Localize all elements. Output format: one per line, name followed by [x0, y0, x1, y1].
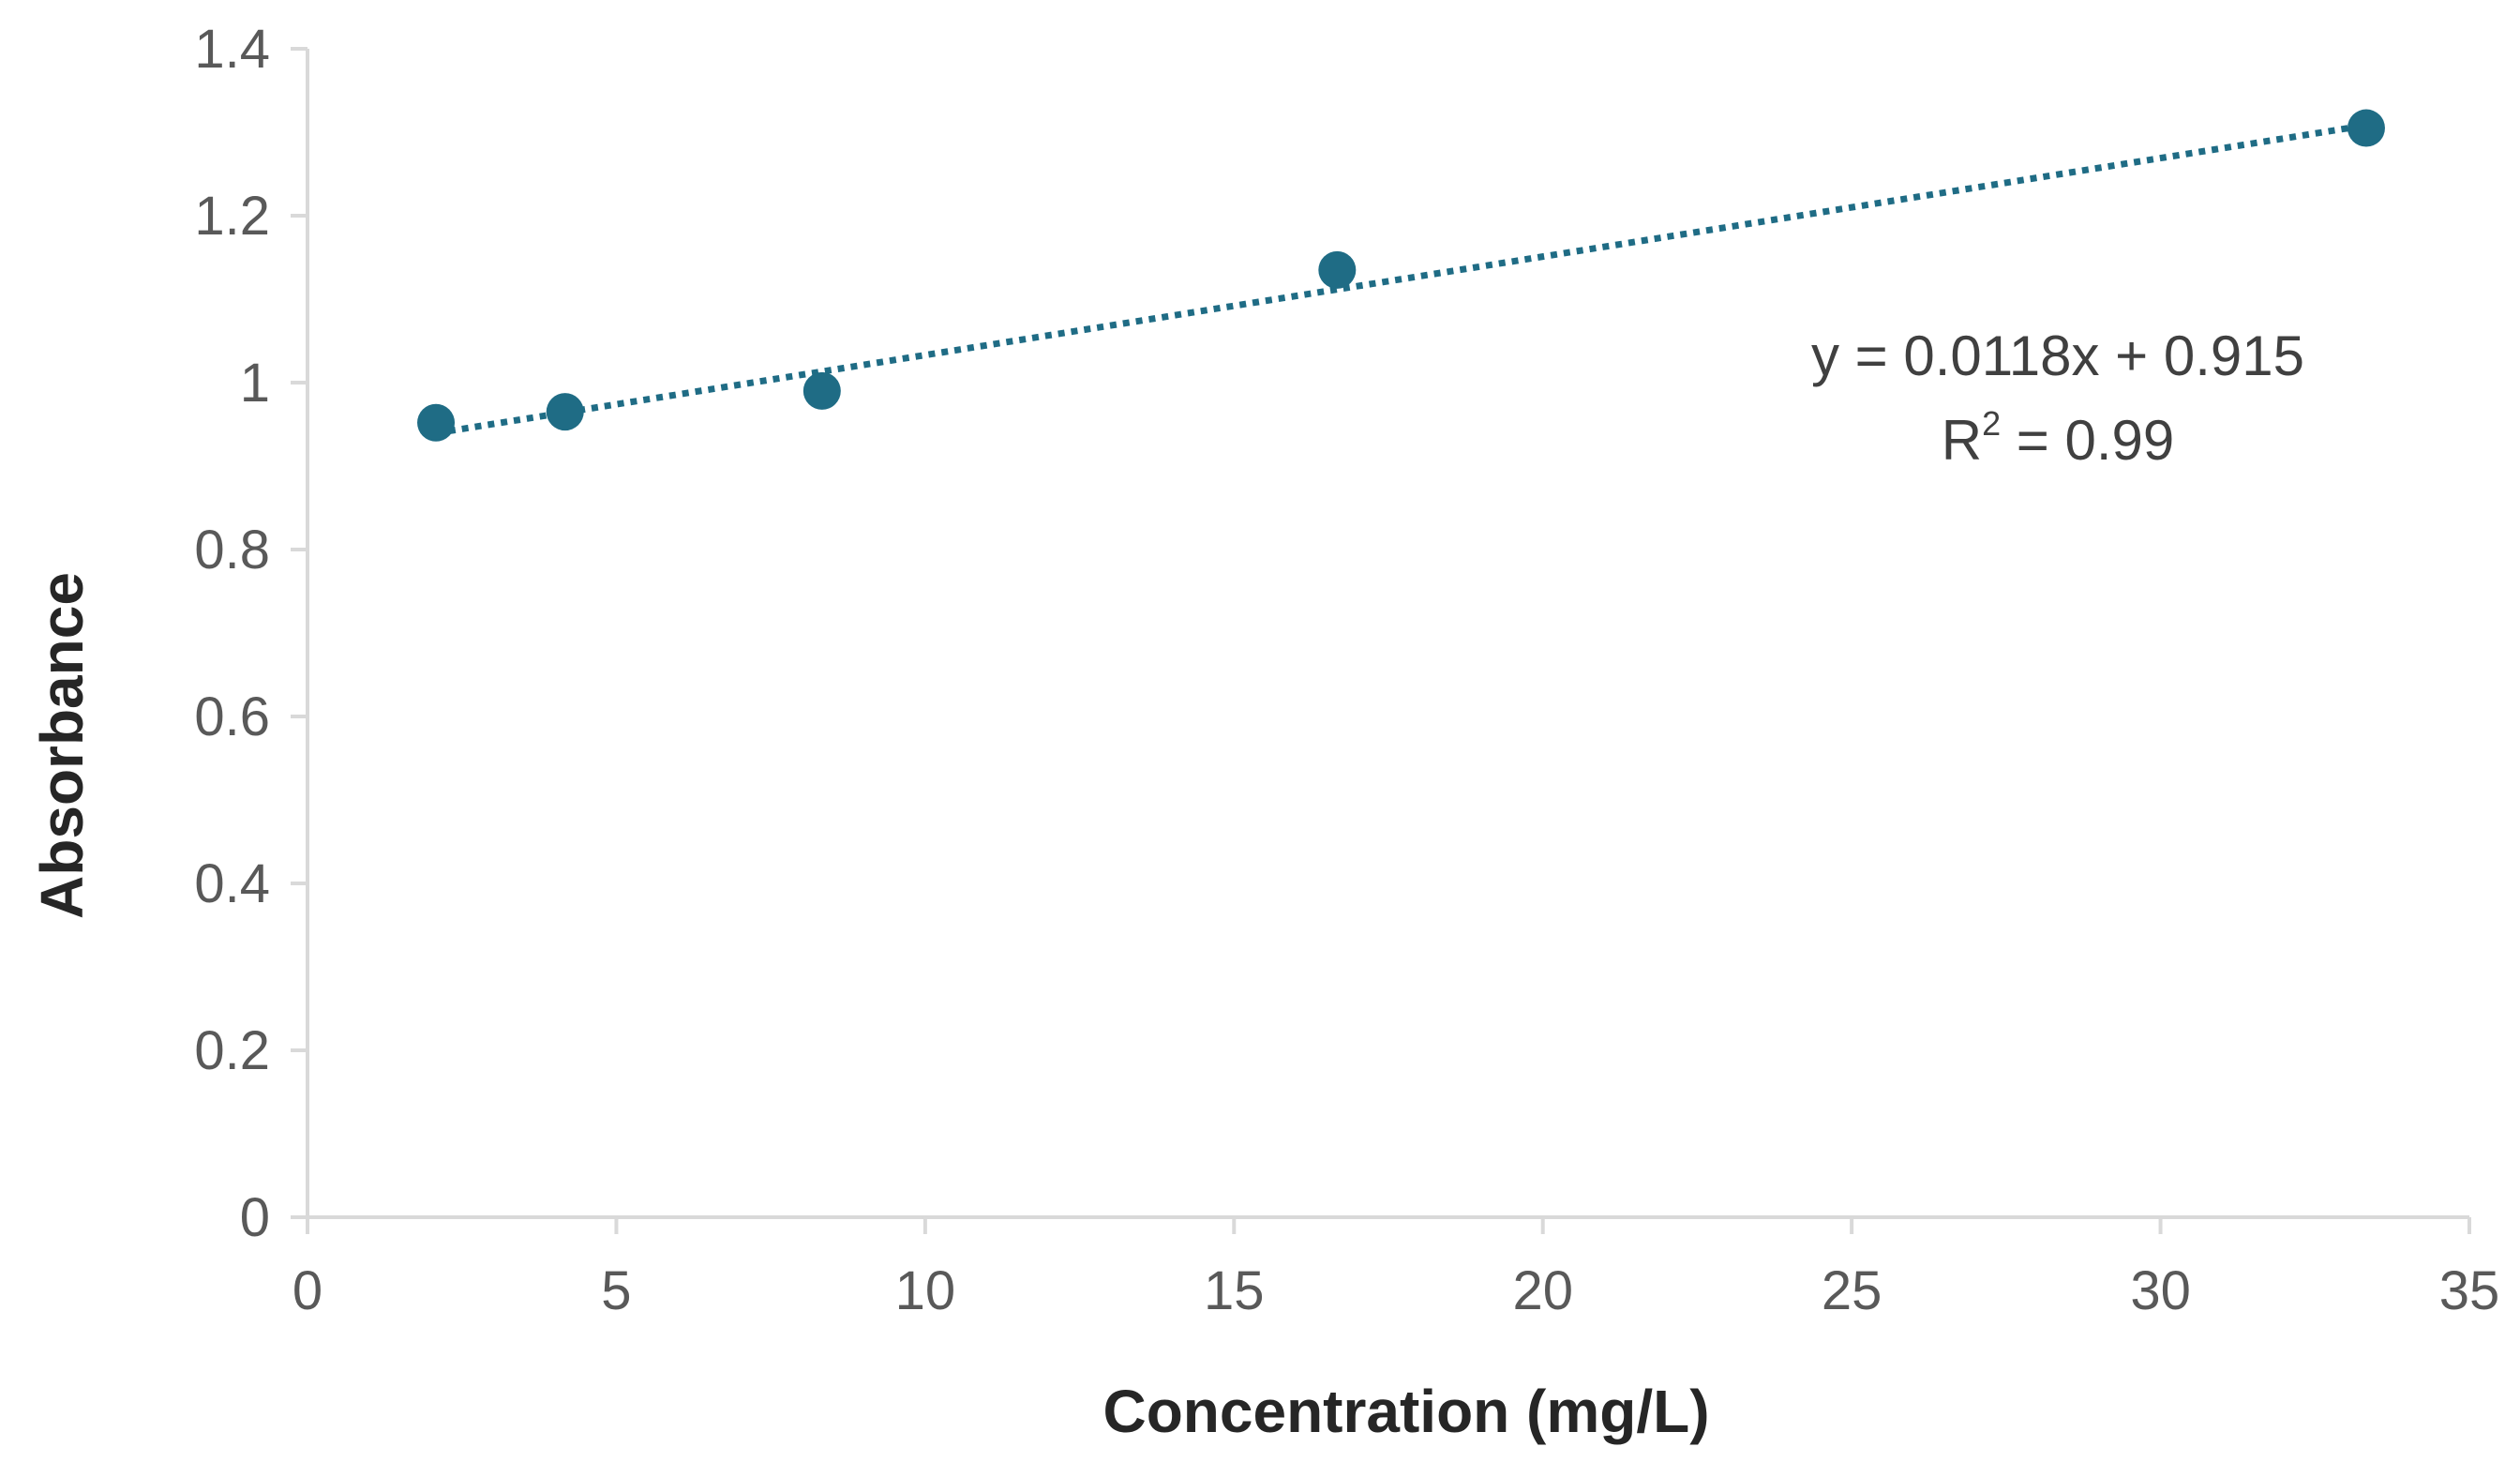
data-point: [546, 393, 584, 431]
r-squared-prefix: R: [1942, 409, 1982, 472]
data-points: [417, 109, 2385, 442]
r-squared-label: R2 = 0.99: [1942, 404, 2175, 472]
y-tick-label: 1.2: [194, 186, 270, 247]
y-tick-label: 1: [240, 353, 270, 414]
trendline: [435, 122, 2367, 437]
data-point: [1318, 250, 1357, 289]
y-tick-label: 0.2: [194, 1020, 270, 1081]
data-point: [417, 403, 456, 442]
x-tick-label: 30: [2130, 1260, 2191, 1321]
r-squared-value: = 0.99: [2001, 409, 2174, 472]
trendline-layer: [435, 122, 2367, 437]
data-point: [2347, 109, 2385, 147]
y-tick-label: 0.8: [194, 520, 270, 580]
x-tick-label: 5: [601, 1260, 631, 1321]
x-tick-label: 25: [1822, 1260, 1882, 1321]
y-axis-title: Absorbance: [28, 572, 96, 919]
x-tick-label: 0: [292, 1260, 322, 1321]
x-tick-label: 15: [1204, 1260, 1265, 1321]
x-tick-label: 10: [895, 1260, 956, 1321]
r-squared-superscript: 2: [1982, 404, 2001, 443]
trendline-equation: y = 0.0118x + 0.915: [1811, 324, 2304, 387]
y-tick-label: 1.4: [194, 19, 270, 80]
y-tick-label: 0.6: [194, 686, 270, 747]
y-tick-label: 0.4: [194, 853, 270, 914]
y-tick-label: 0: [240, 1187, 270, 1248]
x-tick-label: 35: [2439, 1260, 2500, 1321]
x-axis-title: Concentration (mg/L): [1102, 1378, 1709, 1445]
x-tick-label: 20: [1512, 1260, 1573, 1321]
axes: 0 0.2 0.4 0.6 0.8 1 1.2 1.4 0 5 10 15 20 25 30 35: [194, 19, 2499, 1321]
data-point: [802, 371, 841, 410]
